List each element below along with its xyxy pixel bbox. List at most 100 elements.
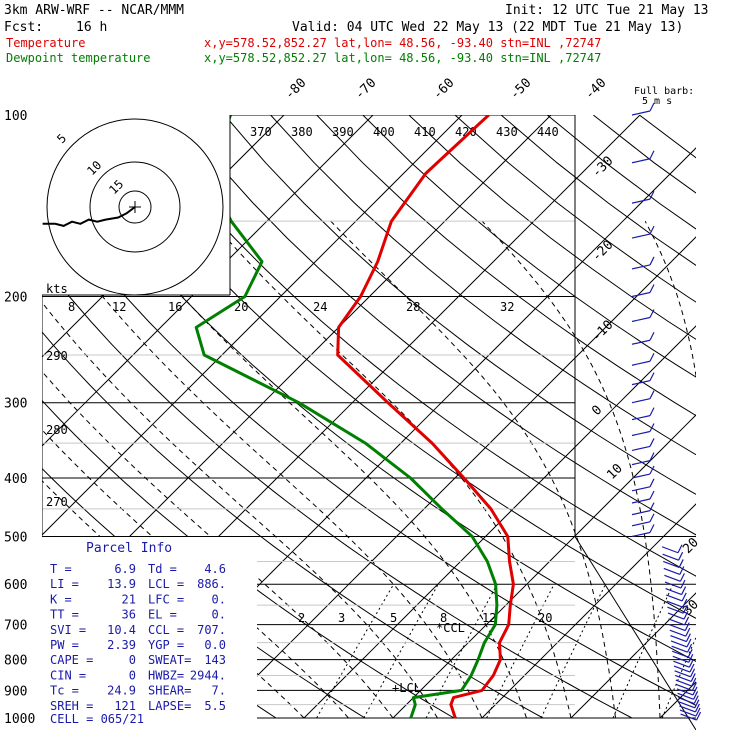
wind-barb bbox=[675, 677, 697, 687]
wind-barb-flag bbox=[693, 695, 699, 704]
parcel-key: Tc = bbox=[50, 684, 79, 698]
moist-adiabat-line bbox=[330, 220, 616, 719]
parcel-key: LI = bbox=[50, 577, 79, 591]
wind-barb bbox=[673, 663, 695, 673]
wind-barb-flag bbox=[649, 284, 655, 293]
wind-barb bbox=[631, 150, 655, 164]
wind-barb bbox=[669, 627, 691, 637]
wind-barb-flag bbox=[649, 423, 655, 432]
parcel-key: LCL = bbox=[148, 577, 184, 591]
parcel-key: SVI = bbox=[50, 623, 86, 637]
wind-barb-shaft bbox=[631, 380, 651, 386]
hodograph-ring bbox=[89, 161, 181, 253]
wind-barb-shaft bbox=[631, 498, 651, 504]
wind-barb bbox=[673, 658, 694, 668]
parcel-value: 24.9 bbox=[107, 684, 136, 698]
wind-barb-flag bbox=[649, 102, 655, 112]
wind-barb bbox=[664, 579, 686, 589]
wind-barb-shaft bbox=[631, 398, 651, 404]
mixing-ratio-label: 8 bbox=[440, 611, 447, 625]
wind-barb-shaft bbox=[672, 655, 690, 663]
wind-barb-shaft bbox=[677, 697, 695, 705]
wind-barb bbox=[631, 524, 655, 538]
wind-barb-flag bbox=[694, 699, 700, 709]
wind-barb-shaft bbox=[671, 645, 688, 653]
mixing-ratio-label: 12 bbox=[482, 611, 496, 625]
wind-barb bbox=[677, 695, 699, 705]
parcel-key: SHEAR= bbox=[148, 684, 191, 698]
theta-e-label: 410 bbox=[414, 125, 436, 139]
parcel-value: 121 bbox=[114, 699, 136, 713]
wind-barb bbox=[631, 407, 655, 421]
hodograph-trace bbox=[42, 206, 136, 227]
wind-barb-flag bbox=[649, 478, 655, 488]
wind-barb bbox=[676, 686, 698, 696]
wind-barb bbox=[672, 654, 694, 663]
wind-barb bbox=[680, 711, 702, 721]
parcel-value: 2.39 bbox=[107, 638, 136, 652]
wind-barb bbox=[674, 668, 696, 678]
barb-legend-1: Full barb: bbox=[634, 86, 694, 97]
temperature-info: x,y=578.52,852.27 lat,lon= 48.56, -93.40… bbox=[204, 36, 601, 50]
wind-barb bbox=[664, 573, 685, 582]
parcel-key: YGP = bbox=[148, 638, 184, 652]
wind-barb-flag bbox=[681, 586, 687, 595]
parcel-key: LFC = bbox=[148, 592, 184, 606]
pressure-label: 200 bbox=[4, 291, 27, 306]
wind-barb bbox=[670, 638, 692, 648]
wind-barb-shaft bbox=[631, 198, 651, 204]
wind-barb-shaft bbox=[668, 624, 686, 632]
wind-barb-shaft bbox=[667, 606, 684, 614]
wind-barb-flag bbox=[692, 686, 698, 696]
wind-barb bbox=[674, 673, 696, 683]
wind-barb-flag bbox=[649, 513, 655, 523]
wind-barb-flag bbox=[649, 256, 655, 266]
moist-adiabat-line bbox=[42, 479, 305, 719]
wind-barb-flag bbox=[687, 648, 693, 658]
wind-barb-flag bbox=[691, 682, 697, 691]
wind-barb bbox=[631, 465, 655, 479]
valid-time: Valid: 04 UTC Wed 22 May 13 (22 MDT Tue … bbox=[292, 20, 683, 35]
wind-barb bbox=[679, 703, 700, 713]
mixing-ratio-label: 3 bbox=[338, 611, 345, 625]
wind-barb-shaft bbox=[666, 600, 684, 608]
hodograph-units: kts bbox=[46, 282, 68, 296]
wind-barb bbox=[676, 682, 697, 692]
wind-barb bbox=[667, 610, 689, 620]
parcel-value: 707. bbox=[197, 623, 226, 637]
wind-barb bbox=[668, 616, 690, 626]
wind-barb bbox=[677, 691, 699, 700]
theta-e-label: 430 bbox=[496, 125, 518, 139]
ccl-marker: *CCL bbox=[436, 621, 465, 635]
wind-barb bbox=[631, 502, 655, 516]
wind-barb-flag bbox=[649, 390, 655, 399]
wind-barb-flag bbox=[684, 616, 690, 626]
dewpoint-line bbox=[194, 115, 499, 719]
wind-barbs bbox=[631, 102, 702, 721]
wind-barb-shaft bbox=[673, 665, 691, 673]
parcel-title: Parcel Info bbox=[86, 541, 172, 556]
parcel-key: PW = bbox=[50, 638, 79, 652]
wind-barb-flag bbox=[686, 638, 692, 648]
wind-barb-shaft bbox=[664, 581, 682, 589]
mixing-ratio-label: 32 bbox=[500, 300, 514, 314]
wind-barb-shaft bbox=[631, 158, 651, 164]
parcel-value: 143 bbox=[204, 653, 226, 667]
wind-barb-shaft bbox=[631, 531, 651, 538]
mixing-ratio-line bbox=[316, 583, 395, 719]
wind-barb-flag bbox=[690, 673, 696, 682]
wind-barb-flag bbox=[691, 677, 697, 687]
wind-barb bbox=[667, 604, 688, 614]
wind-barb bbox=[631, 372, 655, 386]
parcel-value: 21 bbox=[122, 592, 136, 606]
wind-barb-shaft bbox=[631, 264, 651, 270]
parcel-value: 10.4 bbox=[107, 623, 136, 637]
wind-barb-flag bbox=[685, 633, 691, 642]
wind-barb-shaft bbox=[670, 640, 688, 648]
wind-barb-flag bbox=[649, 309, 655, 318]
wind-barb-flag bbox=[649, 524, 655, 533]
wind-barb-flag bbox=[677, 544, 683, 554]
wind-barb bbox=[662, 551, 684, 561]
mixing-ratio-label: 20 bbox=[538, 611, 552, 625]
mixing-ratio-label: 5 bbox=[390, 611, 397, 625]
